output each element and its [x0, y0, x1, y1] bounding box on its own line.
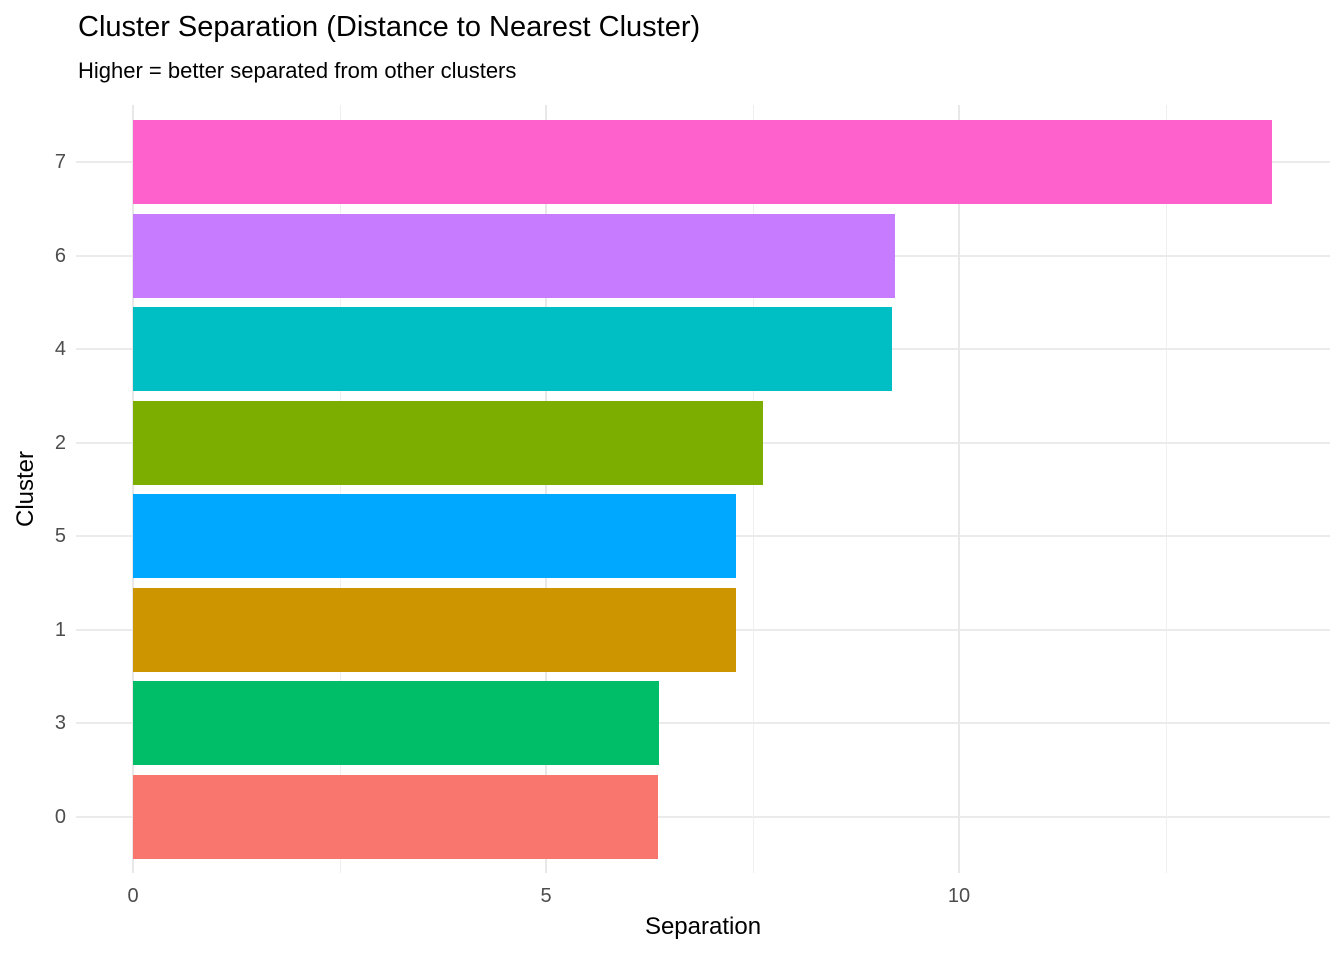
x-gridline-major: [958, 105, 960, 873]
y-axis-title: Cluster: [12, 450, 39, 528]
chart-title: Cluster Separation (Distance to Nearest …: [78, 11, 701, 43]
x-gridline-minor: [752, 105, 754, 873]
x-gridline-major: [132, 105, 134, 873]
bar-cluster-5: [133, 494, 736, 578]
y-tick-label: 6: [54, 244, 66, 267]
x-gridline-minor: [1165, 105, 1167, 873]
x-axis-title: Separation: [644, 913, 762, 940]
y-tick-label: 5: [54, 525, 66, 547]
y-gridline: [76, 815, 1330, 818]
x-tick-label: 10: [947, 885, 971, 907]
bar-cluster-6: [133, 213, 895, 298]
x-gridline-major: [545, 105, 547, 873]
bar-cluster-2: [133, 400, 764, 485]
x-gridline-minor: [339, 105, 341, 873]
y-tick-label: 1: [54, 618, 66, 641]
x-tick-label: 5: [540, 885, 552, 907]
y-tick-label: 3: [54, 712, 66, 734]
y-gridline: [76, 722, 1330, 724]
y-tick-label: 2: [54, 431, 66, 454]
y-tick-label: 7: [54, 151, 66, 173]
bar-cluster-3: [133, 681, 660, 765]
y-tick-label: 4: [54, 338, 66, 360]
y-tick-label: 0: [54, 805, 66, 828]
bar-cluster-4: [133, 307, 893, 391]
bar-cluster-7: [133, 120, 1273, 204]
plot-panel: [76, 105, 1330, 873]
x-tick-label: 0: [127, 885, 139, 907]
bar-cluster-1: [133, 587, 736, 672]
chart-subtitle: Higher = better separated from other clu…: [78, 58, 517, 83]
bar-cluster-0: [133, 774, 659, 859]
